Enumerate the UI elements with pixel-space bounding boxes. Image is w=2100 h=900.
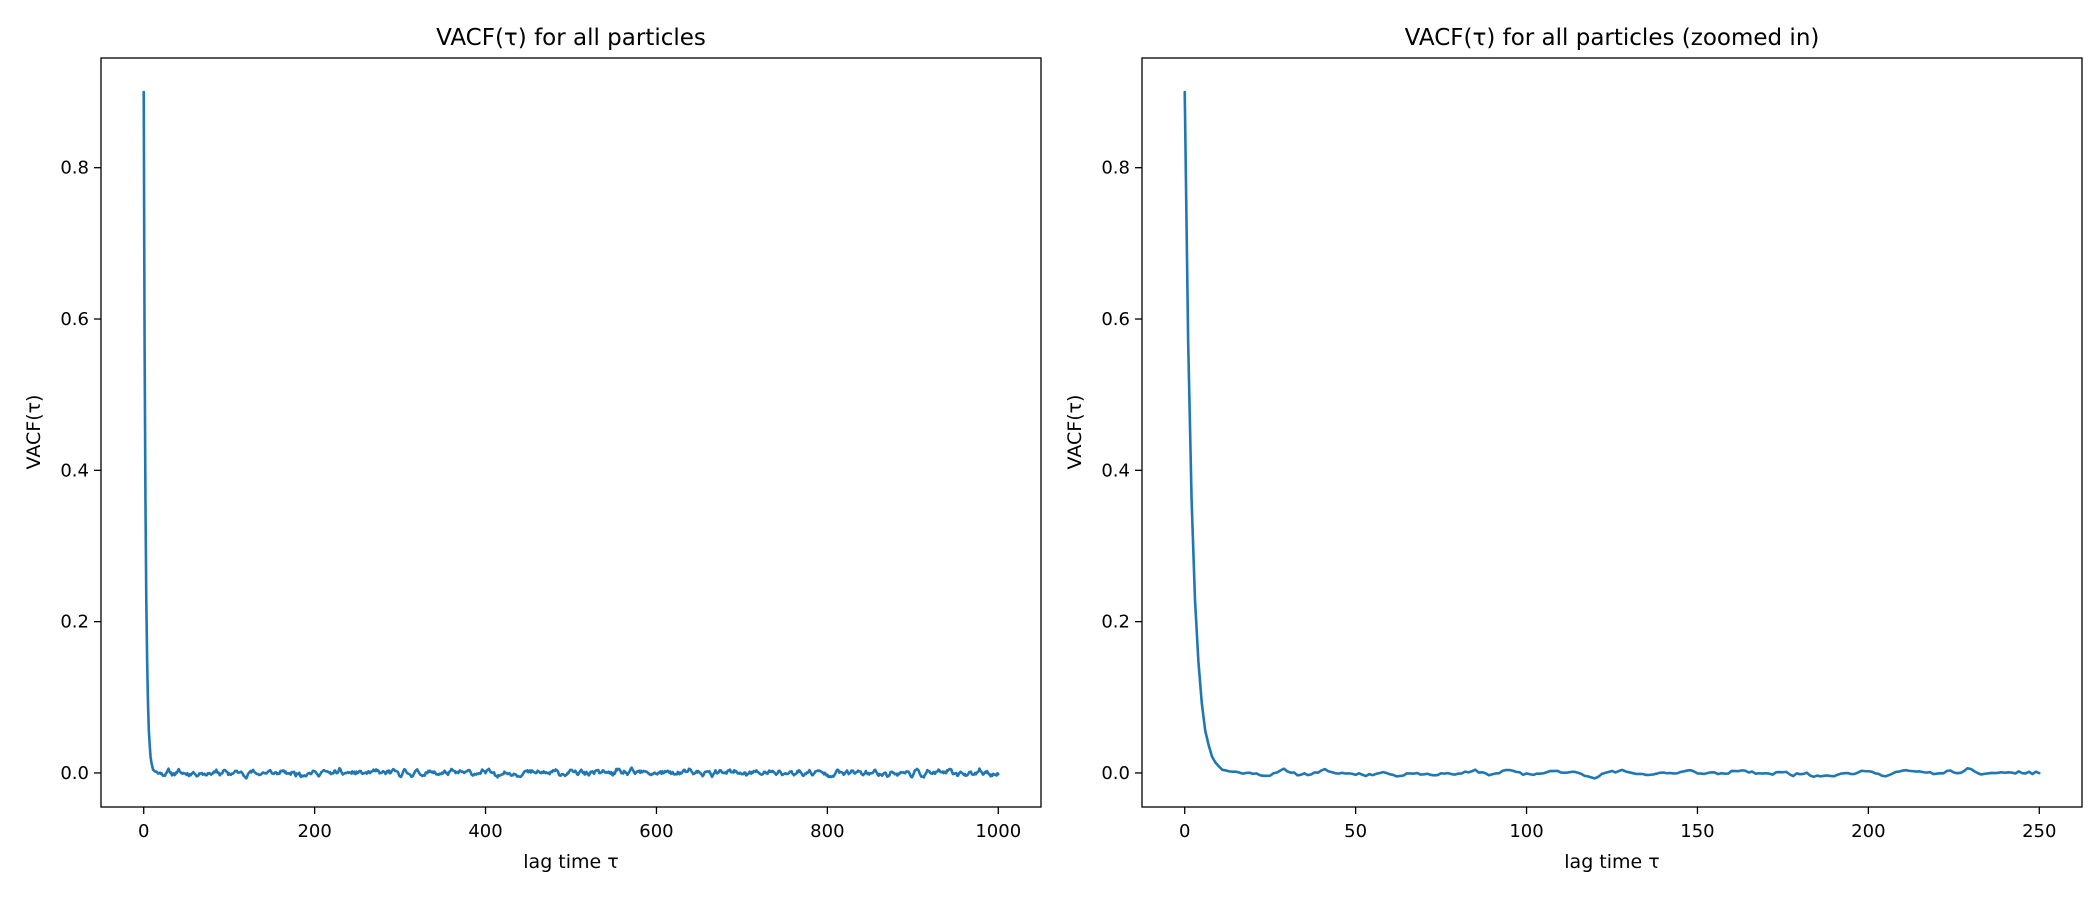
y-tick-label: 0.4 bbox=[1101, 460, 1130, 481]
series-line bbox=[142, 90, 1000, 780]
chart-panel-zoomed: VACF(τ) for all particles (zoomed in) 0 5… bbox=[1064, 25, 2083, 873]
x-tick-label: 100 bbox=[1509, 821, 1543, 842]
y-tick-label: 0.0 bbox=[1101, 763, 1130, 784]
y-axis: 0.0 0.2 0.4 0.6 0.8 bbox=[1101, 158, 1142, 784]
y-tick-label: 0.8 bbox=[1101, 158, 1130, 179]
x-tick-label: 150 bbox=[1680, 821, 1714, 842]
y-tick-label: 0.6 bbox=[60, 309, 89, 330]
chart-title: VACF(τ) for all particles (zoomed in) bbox=[1405, 25, 1820, 51]
y-axis: 0.0 0.2 0.4 0.6 0.8 bbox=[60, 158, 101, 784]
x-axis-label: lag time τ bbox=[1564, 851, 1659, 873]
x-tick-label: 50 bbox=[1344, 821, 1367, 842]
y-axis-label: VACF(τ) bbox=[1064, 395, 1086, 470]
y-tick-label: 0.6 bbox=[1101, 309, 1130, 330]
x-tick-label: 200 bbox=[1851, 821, 1885, 842]
x-tick-label: 800 bbox=[810, 821, 844, 842]
x-tick-label: 400 bbox=[468, 821, 502, 842]
plot-area bbox=[1183, 90, 2041, 780]
chart-title: VACF(τ) for all particles bbox=[436, 25, 706, 51]
x-tick-label: 1000 bbox=[975, 821, 1021, 842]
axes-frame bbox=[1141, 57, 2083, 808]
plot-area bbox=[142, 90, 1000, 780]
y-axis-label: VACF(τ) bbox=[23, 395, 45, 470]
x-tick-label: 250 bbox=[2022, 821, 2056, 842]
x-tick-label: 0 bbox=[138, 821, 149, 842]
x-axis: 0 200 400 600 800 1000 bbox=[138, 807, 1021, 842]
y-tick-label: 0.2 bbox=[60, 612, 89, 633]
y-tick-label: 0.8 bbox=[60, 158, 89, 179]
x-axis-label: lag time τ bbox=[523, 851, 618, 873]
x-axis: 0 50 100 150 200 250 bbox=[1179, 807, 2056, 842]
y-tick-label: 0.2 bbox=[1101, 612, 1130, 633]
chart-panel-full: VACF(τ) for all particles 0 200 400 600 800 1… bbox=[23, 25, 1042, 873]
y-tick-label: 0.0 bbox=[60, 763, 89, 784]
x-tick-label: 0 bbox=[1179, 821, 1190, 842]
x-tick-label: 600 bbox=[639, 821, 673, 842]
y-tick-label: 0.4 bbox=[60, 460, 89, 481]
x-tick-label: 200 bbox=[297, 821, 331, 842]
axes-frame bbox=[100, 57, 1042, 808]
series-line bbox=[1183, 90, 2041, 780]
